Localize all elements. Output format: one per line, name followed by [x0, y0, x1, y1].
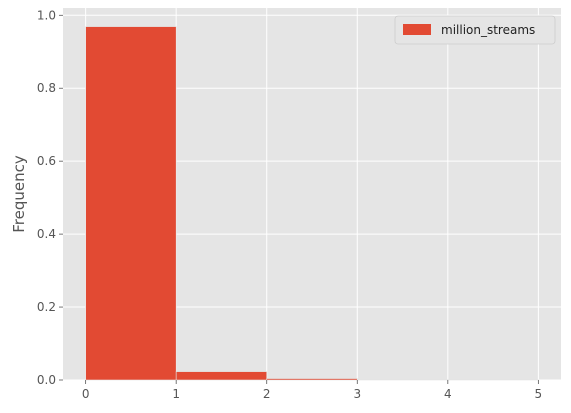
- y-tick-label: 1.0: [37, 8, 56, 22]
- x-tick-label: 5: [535, 387, 543, 401]
- y-axis-ticks: 0.0 0.2 0.4 0.6 0.8 1.0: [37, 8, 63, 387]
- y-tick-label: 0.8: [37, 81, 56, 95]
- y-axis-label: Frequency: [10, 155, 28, 233]
- histogram-bar: [266, 378, 358, 381]
- legend: million_streams: [394, 15, 556, 45]
- legend-swatch: [403, 24, 431, 35]
- legend-box: [394, 15, 556, 45]
- y-tick-label: 0.4: [37, 227, 56, 241]
- x-tick-label: 0: [82, 387, 90, 401]
- x-tick-label: 4: [444, 387, 452, 401]
- x-axis-ticks: 0 1 2 3 4 5: [82, 380, 542, 401]
- y-tick-label: 0.6: [37, 154, 56, 168]
- x-tick-label: 3: [353, 387, 361, 401]
- histogram-bars: [85, 26, 539, 381]
- legend-label-million-streams: million_streams: [441, 23, 535, 37]
- histogram-bar: [175, 371, 268, 381]
- x-tick-label: 1: [172, 387, 180, 401]
- x-tick-label: 2: [263, 387, 271, 401]
- y-tick-label: 0.0: [37, 373, 56, 387]
- histogram-bar: [85, 26, 177, 381]
- y-tick-label: 0.2: [37, 300, 56, 314]
